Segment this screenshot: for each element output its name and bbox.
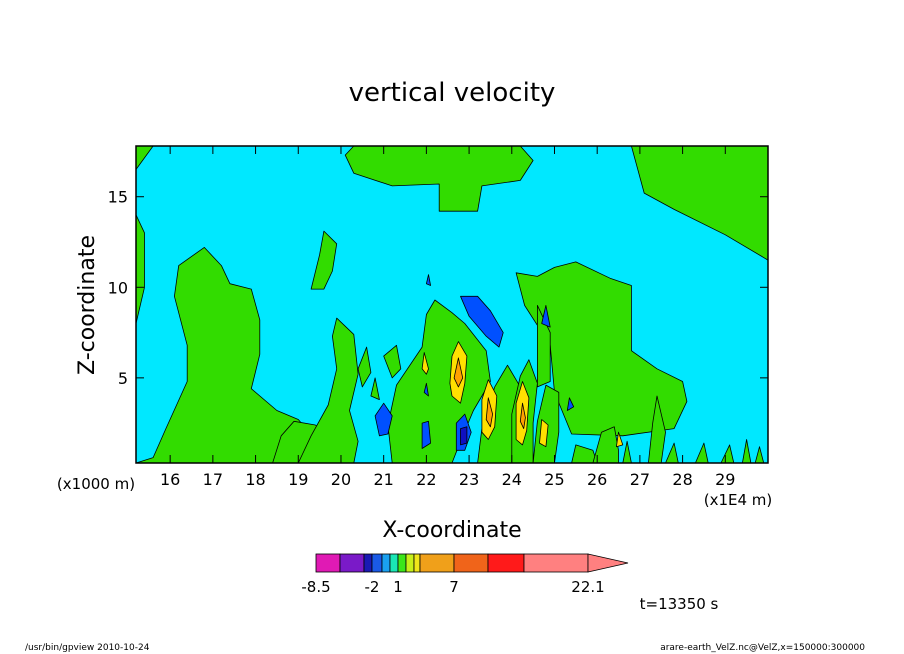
- contour-region-negative_weak: [566, 397, 575, 411]
- x-unit-note: (x1E4 m): [704, 491, 773, 509]
- chart-title: vertical velocity: [349, 78, 556, 108]
- colorbar: -8.5 -2 1 7 22.1: [301, 553, 629, 596]
- y-tick-label: 5: [118, 369, 128, 388]
- colorbar-segment: [315, 553, 341, 573]
- y-axis-ticks: 5 10 15: [108, 188, 768, 388]
- contour-region-positive_weak: [357, 346, 372, 388]
- y-unit-note: (x1000 m): [57, 475, 135, 493]
- contour-regions: [135, 145, 769, 464]
- y-tick-label: 10: [108, 278, 128, 297]
- contour-region-positive_strong: [519, 402, 526, 430]
- colorbar-segment: [419, 553, 455, 573]
- colorbar-segment: [453, 553, 489, 573]
- x-tick-label: 24: [502, 470, 522, 489]
- colorbar-segment: [389, 553, 399, 573]
- contour-region-positive_weak: [537, 304, 551, 388]
- colorbar-segment: [413, 553, 421, 573]
- x-tick-label: 23: [459, 470, 479, 489]
- colorbar-extend-arrow: [587, 553, 629, 573]
- contour-region-positive_weak: [135, 246, 316, 464]
- footer-left: /usr/bin/gpview 2010-10-24: [25, 643, 150, 653]
- contour-region-positive_strong: [453, 357, 464, 388]
- x-tick-label: 22: [416, 470, 436, 489]
- plot-frame: [135, 145, 769, 464]
- x-tick-label: 21: [373, 470, 393, 489]
- contour-region-negative_weak: [421, 420, 432, 449]
- contour-region-negative_weak: [541, 304, 551, 328]
- colorbar-segment: [363, 553, 373, 573]
- footer-right: arare-earth_VelZ.nc@VelZ,x=150000:300000: [660, 643, 865, 653]
- x-tick-label: 28: [672, 470, 692, 489]
- x-tick-label: 26: [587, 470, 607, 489]
- colorbar-segment: [523, 553, 589, 573]
- contour-region-negative_strong: [460, 426, 468, 446]
- x-tick-label: 17: [203, 470, 223, 489]
- x-tick-label: 18: [245, 470, 265, 489]
- contour-region-positive_weak: [370, 377, 380, 401]
- colorbar-segment: [381, 553, 391, 573]
- x-tick-label: 29: [715, 470, 735, 489]
- x-tick-label: 19: [288, 470, 308, 489]
- colorbar-label: -2: [365, 578, 380, 596]
- contour-region-positive_weak: [310, 230, 338, 290]
- colorbar-label: -8.5: [301, 578, 330, 596]
- contour-region-negative_weak: [374, 402, 393, 437]
- colorbar-label: 1: [393, 578, 403, 596]
- x-tick-label: 16: [160, 470, 180, 489]
- time-label: t=13350 s: [640, 595, 719, 613]
- x-tick-label: 25: [544, 470, 564, 489]
- x-tick-label: 20: [331, 470, 351, 489]
- colorbar-segment: [487, 553, 525, 573]
- x-axis-label: X-coordinate: [382, 518, 521, 543]
- plot-area: 16 17 18 19 20 21 22 23 24 25 26 27 28 29 5 10 15: [108, 145, 769, 489]
- contour-region-positive_weak: [383, 344, 402, 379]
- contour-region-positive_strong: [485, 397, 494, 428]
- colorbar-segment: [397, 553, 407, 573]
- contour-region-negative_weak: [425, 274, 432, 286]
- colorbar-segment: [371, 553, 383, 573]
- colorbar-segment: [405, 553, 415, 573]
- colorbar-segment: [339, 553, 365, 573]
- contour-region-positive_mid: [616, 431, 624, 448]
- colorbar-label: 7: [449, 578, 459, 596]
- x-tick-label: 27: [630, 470, 650, 489]
- y-tick-label: 15: [108, 188, 128, 207]
- y-axis-label: Z-coordinate: [75, 235, 100, 375]
- contour-region-positive_weak: [297, 317, 359, 464]
- contour-region-positive_mid: [539, 419, 549, 448]
- colorbar-label: 22.1: [571, 578, 604, 596]
- x-axis-ticks: 16 17 18 19 20 21 22 23 24 25 26 27 28 29: [160, 146, 735, 489]
- contour-region-positive_mid: [421, 352, 429, 375]
- contour-region-negative_weak: [460, 295, 504, 348]
- contour-region-negative_weak: [423, 382, 429, 397]
